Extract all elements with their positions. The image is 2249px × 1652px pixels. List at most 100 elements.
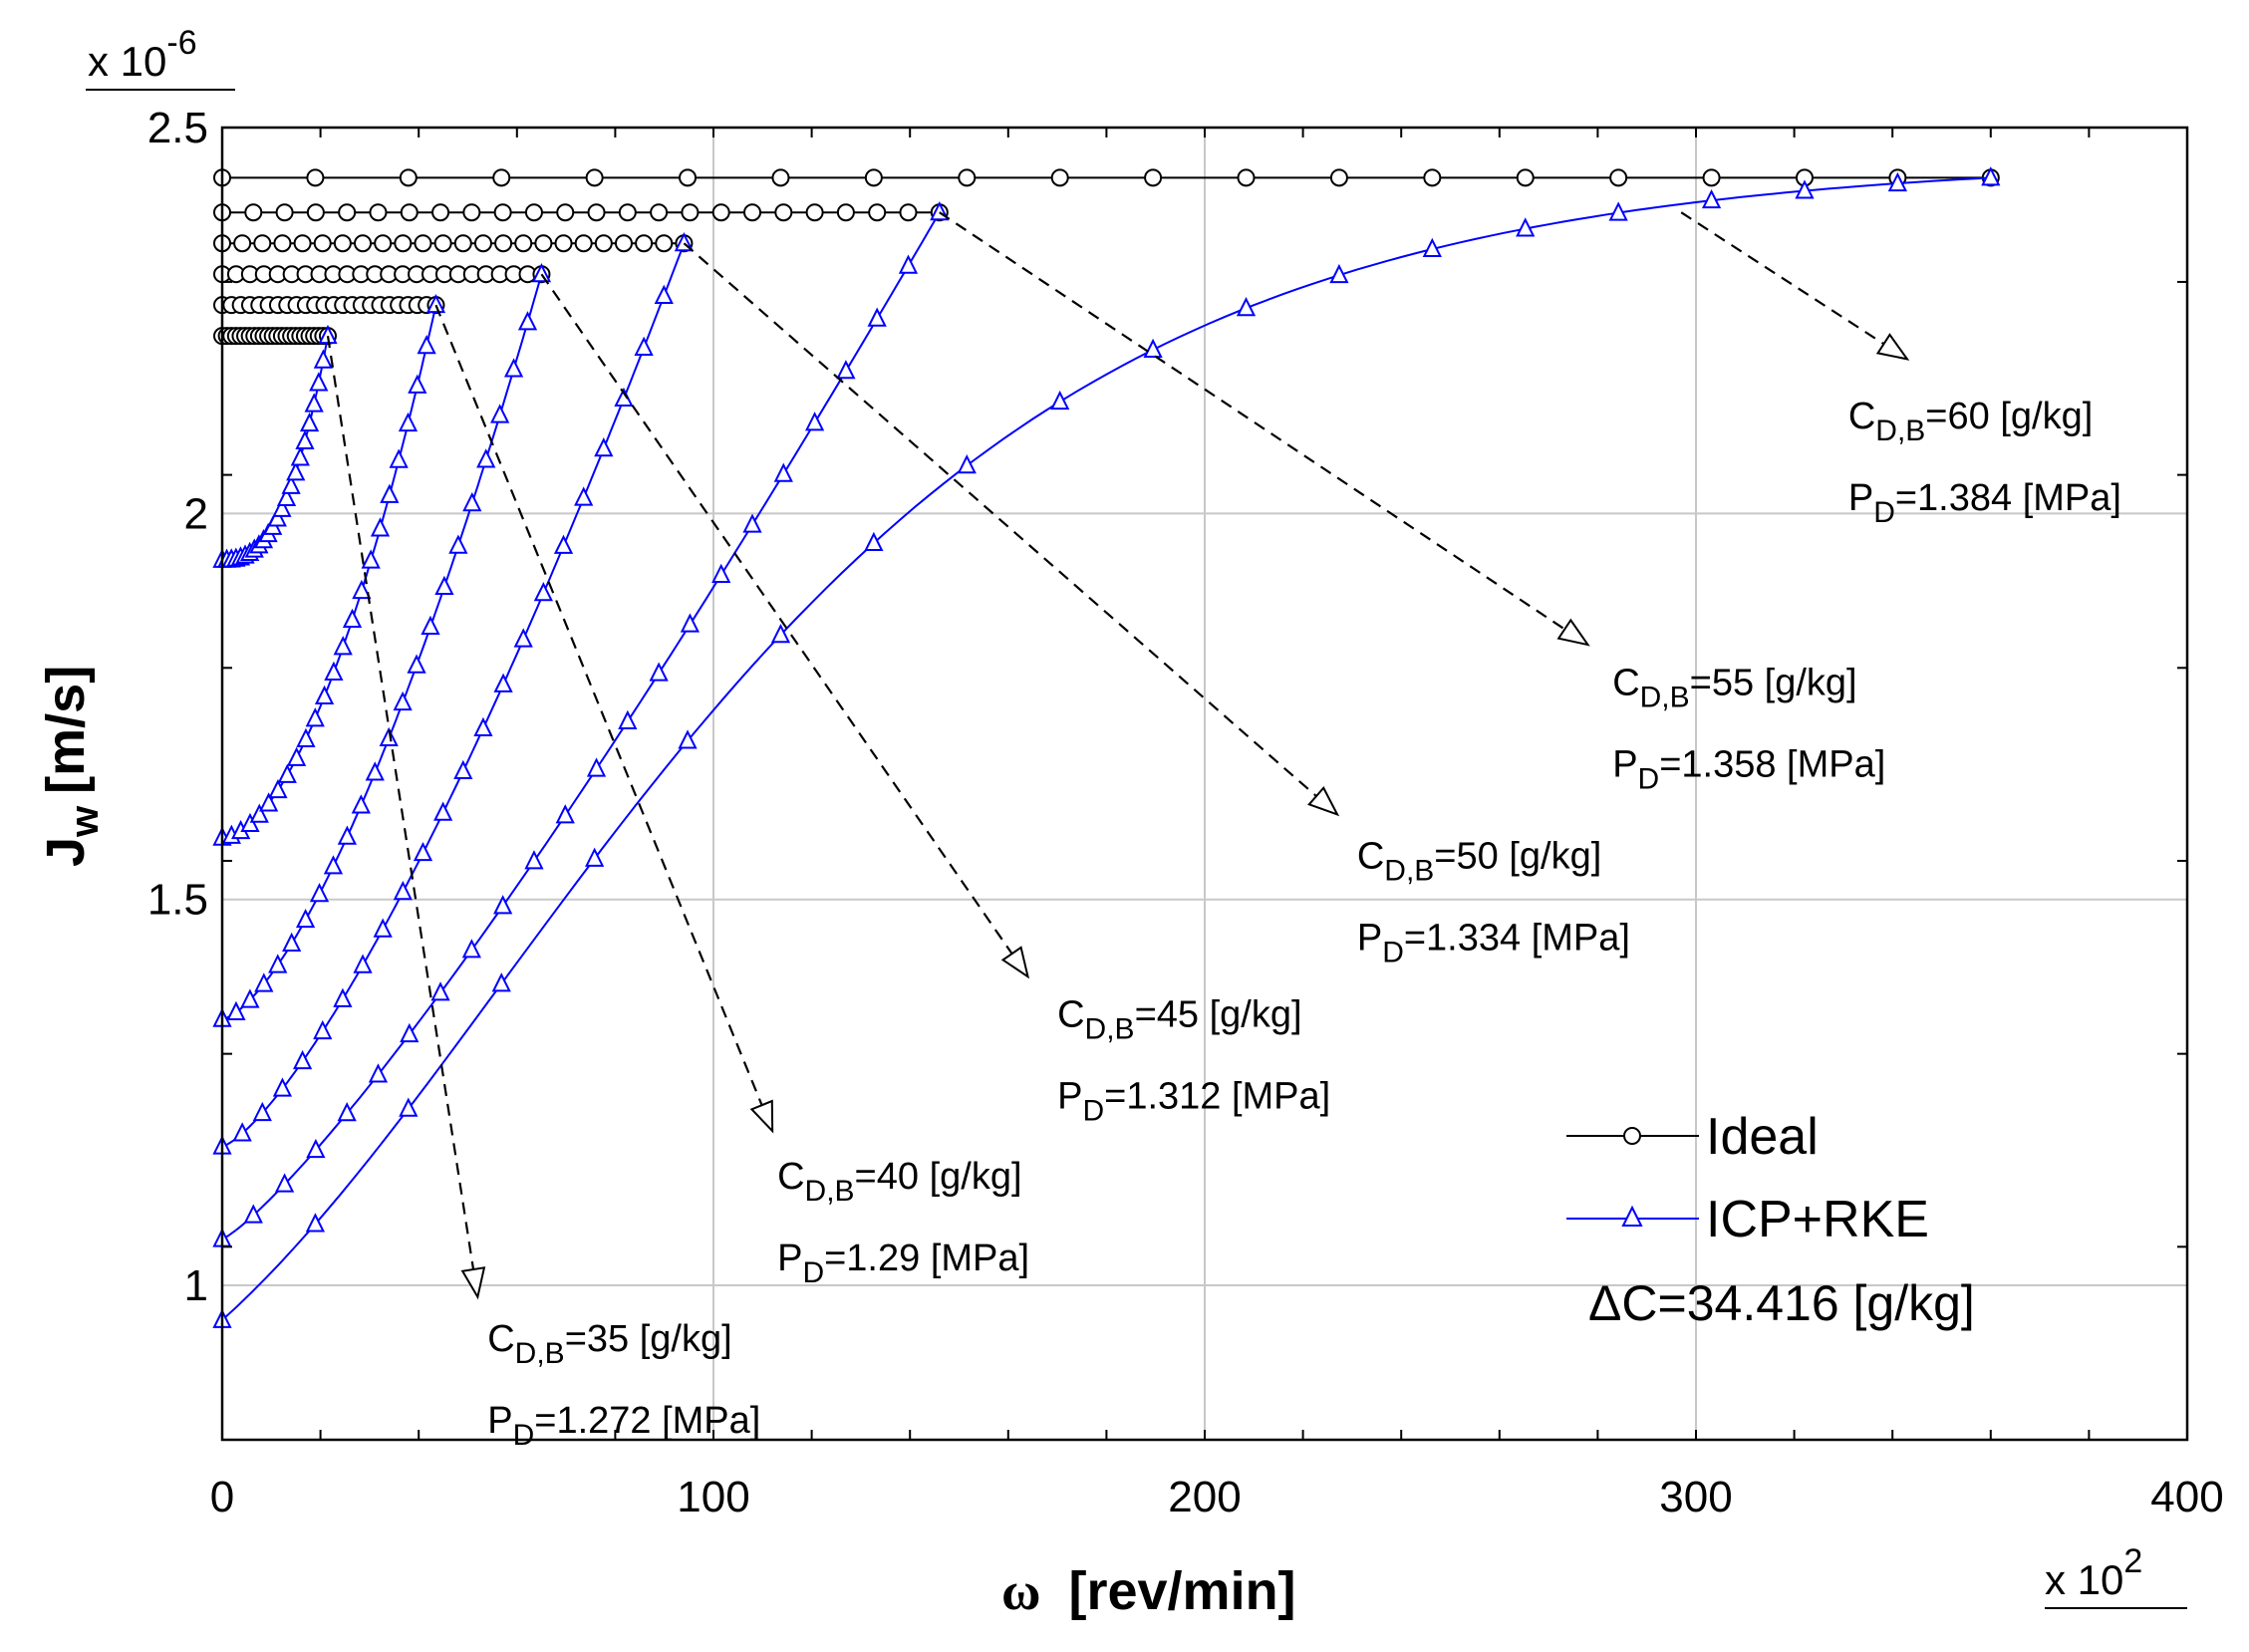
icp-rke-marker	[281, 474, 301, 494]
icp-rke-marker	[352, 579, 372, 600]
icp-rke-marker	[524, 850, 544, 870]
annotation-pressure: PD=1.29 [MPa]	[777, 1238, 1029, 1289]
ideal-marker	[275, 203, 294, 222]
icp-rke-marker	[433, 801, 453, 821]
ideal-marker	[293, 234, 312, 253]
icp-rke-marker	[553, 534, 574, 554]
icp-rke-marker	[267, 507, 287, 527]
annotation-pressure: PD=1.358 [MPa]	[1612, 743, 1885, 795]
icp-rke-marker	[337, 1102, 357, 1122]
ideal-marker	[556, 203, 575, 222]
icp-rke-marker	[533, 582, 553, 602]
grid	[222, 128, 2187, 1440]
ideal-marker	[338, 203, 357, 222]
icp-rke-marker	[957, 454, 977, 474]
icp-rke-marker	[305, 707, 325, 727]
icp-rke-marker	[836, 360, 856, 380]
icp-rke-marker	[490, 404, 510, 423]
x-tick-label: 300	[1659, 1473, 1732, 1521]
icp-rke-marker	[503, 358, 524, 378]
icp-rke-marker	[462, 491, 482, 512]
y-tick-label: 1.5	[147, 876, 208, 925]
icp-rke-marker	[425, 293, 446, 314]
annotation-pressure: PD=1.272 [MPa]	[487, 1400, 760, 1452]
icp-rke-marker	[453, 759, 473, 780]
icp-rke-marker	[417, 335, 436, 355]
icp-rke-marker	[393, 880, 413, 901]
series-ideal	[213, 296, 445, 315]
icp-rke-marker	[413, 841, 433, 862]
icp-rke-marker	[268, 954, 288, 973]
icp-rke-marker	[240, 812, 260, 833]
ideal-marker	[233, 234, 252, 253]
icp-rke-marker	[240, 988, 260, 1008]
series-icp-rke	[212, 324, 338, 568]
x-axis-title: ω [rev/min]	[1001, 1561, 1296, 1621]
icp-rke-marker	[1050, 390, 1070, 411]
annotation-arrow	[326, 336, 475, 1270]
tick-labels: 0 100 200 300 400 1 1.5 2 2.5	[147, 104, 2224, 1521]
icp-rke-marker	[594, 437, 614, 457]
annotation-arrow	[683, 242, 1317, 797]
icp-rke-marker	[680, 613, 701, 633]
icp-rke-marker	[585, 847, 605, 867]
icp-rke-marker	[493, 895, 513, 915]
ideal-marker	[618, 203, 637, 222]
annotation-arrow	[540, 273, 1013, 955]
legend: Ideal ICP+RKE ΔC=34.416 [g/kg]	[1566, 1108, 1975, 1331]
ideal-marker	[1144, 168, 1163, 187]
icp-rke-marker	[1795, 179, 1815, 199]
ideal-marker	[306, 203, 325, 222]
icp-rke-marker	[314, 685, 335, 705]
ideal-marker	[958, 168, 977, 187]
icp-rke-marker	[1143, 338, 1163, 359]
icp-rke-marker	[513, 628, 533, 648]
ideal-marker	[743, 203, 762, 222]
icp-rke-marker	[448, 534, 468, 554]
ideal-marker	[574, 234, 593, 253]
icp-rke-marker	[1887, 171, 1908, 192]
series-ideal	[213, 265, 551, 284]
icp-rke-marker	[277, 763, 297, 783]
icp-rke-marker	[773, 462, 793, 482]
icp-rke-marker	[254, 972, 274, 992]
ideal-marker	[493, 203, 512, 222]
icp-rke-marker	[305, 1213, 326, 1233]
icp-rke-marker	[324, 661, 344, 681]
annotation-concentration: CD,B=40 [g/kg]	[777, 1156, 1021, 1208]
ideal-marker	[369, 203, 388, 222]
series-ideal	[213, 168, 2000, 187]
icp-rke-marker	[1516, 217, 1536, 237]
icp-rke-marker	[370, 517, 391, 537]
icp-rke-marker	[399, 1097, 419, 1117]
icp-rke-marker	[379, 726, 399, 747]
series-ideal	[213, 203, 949, 222]
annotation-arrow	[1680, 211, 1885, 346]
icp-rke-marker	[649, 662, 669, 682]
ideal-marker	[431, 203, 450, 222]
annotation-concentration: CD,B=55 [g/kg]	[1612, 662, 1856, 713]
icp-rke-marker	[531, 262, 552, 283]
icp-rke-marker	[365, 761, 385, 781]
tick-marks	[221, 128, 2188, 1441]
x-tick-label: 100	[677, 1473, 749, 1521]
icp-rke-marker	[654, 284, 674, 304]
icp-rke-marker	[393, 690, 413, 711]
annotation-concentration: CD,B=50 [g/kg]	[1357, 836, 1601, 888]
icp-rke-marker	[252, 1101, 272, 1122]
annotation-pressure: PD=1.384 [MPa]	[1848, 477, 2121, 529]
ideal-marker	[399, 168, 418, 187]
y-tick-label: 1	[184, 1261, 208, 1310]
ideal-marker	[394, 234, 413, 253]
icp-rke-marker	[634, 336, 654, 356]
ideal-marker	[650, 203, 669, 222]
annotation-arrowhead	[1307, 786, 1340, 817]
legend-icp-marker	[1621, 1205, 1643, 1227]
ideal-marker	[253, 234, 272, 253]
y-tick-label: 2.5	[147, 104, 208, 152]
icp-rke-marker	[389, 448, 409, 468]
ideal-marker	[524, 203, 543, 222]
ideal-marker	[374, 234, 393, 253]
series-ideal	[213, 327, 337, 346]
annotation-arrowhead	[749, 1099, 774, 1134]
